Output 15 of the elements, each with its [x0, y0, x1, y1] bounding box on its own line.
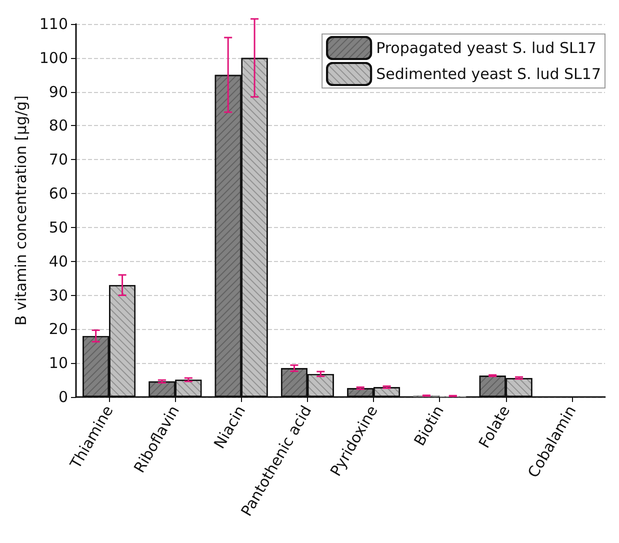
y-tick-label: 50 — [48, 218, 68, 236]
y-tick-label: 70 — [48, 150, 68, 169]
y-tick-label: 60 — [48, 184, 68, 203]
y-tick-label: 110 — [39, 15, 68, 33]
y-tick-label: 30 — [48, 286, 68, 304]
y-tick-label: 0 — [58, 388, 68, 406]
y-axis-title: B vitamin concentration [µg/g] — [12, 95, 30, 326]
legend-label: Sedimented yeast S. lud SL17 — [376, 65, 602, 83]
legend-label: Propagated yeast S. lud SL17 — [376, 39, 596, 57]
y-tick-label: 90 — [48, 82, 68, 101]
y-tick-label: 20 — [48, 320, 68, 338]
y-tick-label: 40 — [48, 252, 68, 270]
y-tick-label: 10 — [48, 354, 68, 372]
y-tick-label: 100 — [39, 48, 68, 67]
y-tick-label: 80 — [48, 116, 68, 135]
